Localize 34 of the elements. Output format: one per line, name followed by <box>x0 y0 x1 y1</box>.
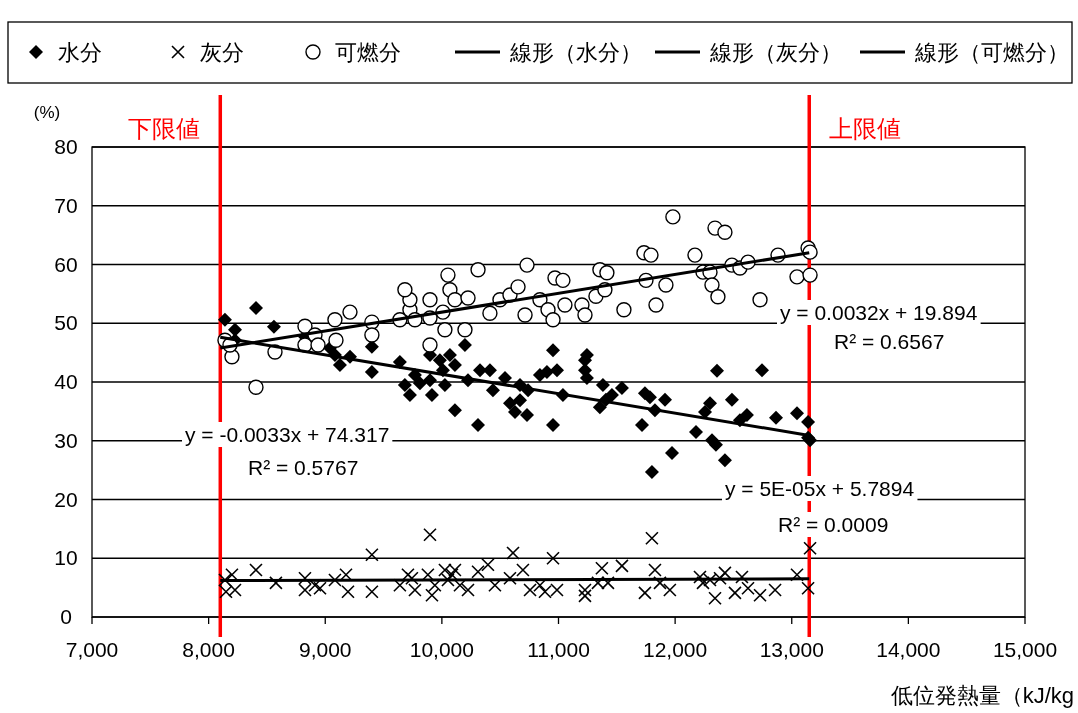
annotation: y = 5E-05x + 5.7894 <box>725 477 915 500</box>
ref-line-label: 上限値 <box>829 115 902 142</box>
x-tick-label: 12,000 <box>643 638 708 661</box>
legend-label: 線形（灰分） <box>709 40 842 65</box>
x-tick-label: 14,000 <box>876 638 941 661</box>
y-tick-label: 40 <box>54 370 78 393</box>
legend-label: 灰分 <box>200 40 244 65</box>
legend-label: 水分 <box>58 40 102 65</box>
ref-line-label: 下限値 <box>128 115 201 142</box>
annotation: y = -0.0033x + 74.317 <box>185 423 390 446</box>
x-tick-label: 11,000 <box>527 638 590 661</box>
x-tick-label: 13,000 <box>759 638 824 661</box>
x-tick-label: 15,000 <box>992 638 1058 661</box>
x-axis-title: 低位発熱量（kJ/kg <box>890 683 1074 708</box>
legend-label: 可燃分 <box>335 40 401 65</box>
annotation: R² = 0.6567 <box>834 330 945 353</box>
legend-label: 線形（水分） <box>509 40 642 65</box>
x-tick-label: 9,000 <box>298 638 352 661</box>
y-axis-title: (%) <box>33 103 61 122</box>
y-tick-label: 50 <box>54 311 78 335</box>
y-tick-label: 70 <box>54 193 78 217</box>
annotation: y = 0.0032x + 19.894 <box>780 301 978 324</box>
y-tick-label: 20 <box>54 487 78 511</box>
x-tick-label: 10,000 <box>409 638 474 661</box>
annotation: R² = 0.0009 <box>778 513 889 536</box>
y-tick-label: 60 <box>54 252 78 276</box>
x-tick-label: 8,000 <box>182 638 235 661</box>
y-tick-label: 0 <box>60 605 72 628</box>
annotation: R² = 0.5767 <box>248 456 359 479</box>
legend-label: 線形（可燃分） <box>914 40 1069 65</box>
x-tick-label: 7,000 <box>65 638 119 661</box>
y-tick-label: 80 <box>54 135 78 158</box>
y-tick-label: 10 <box>54 546 78 570</box>
y-tick-label: 30 <box>54 428 78 452</box>
